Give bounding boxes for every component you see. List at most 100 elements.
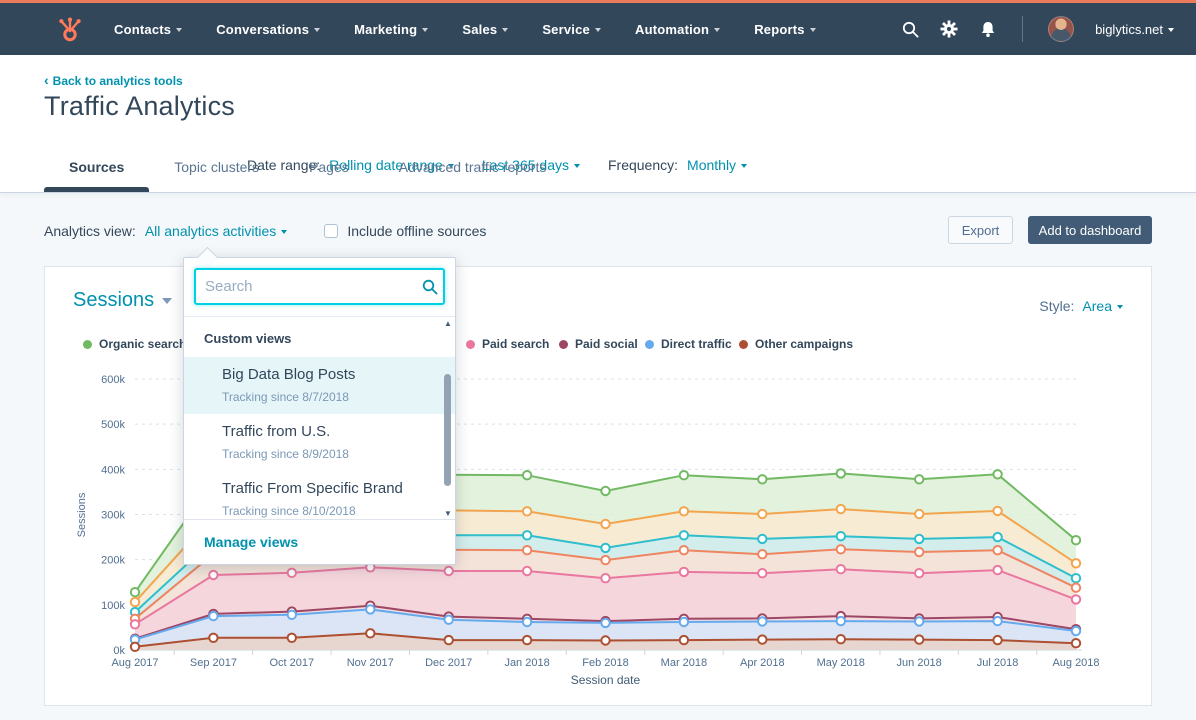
data-point[interactable] [523, 507, 531, 515]
data-point[interactable] [523, 567, 531, 575]
manage-views-link[interactable]: Manage views [204, 534, 298, 550]
view-search-input[interactable] [196, 278, 417, 295]
data-point[interactable] [758, 617, 766, 625]
add-to-dashboard-button[interactable]: Add to dashboard [1028, 216, 1152, 244]
view-item-big-data-blog-posts[interactable]: Big Data Blog Posts Tracking since 8/7/2… [184, 357, 455, 414]
export-button[interactable]: Export [948, 216, 1013, 244]
data-point[interactable] [680, 618, 688, 626]
tab-pages[interactable]: Pages [284, 159, 374, 192]
nav-item-conversations[interactable]: Conversations [216, 22, 320, 37]
tab-topic-clusters[interactable]: Topic clusters [149, 159, 284, 192]
data-point[interactable] [601, 574, 609, 582]
data-point[interactable] [993, 507, 1001, 515]
data-point[interactable] [601, 520, 609, 528]
data-point[interactable] [1072, 536, 1080, 544]
data-point[interactable] [993, 546, 1001, 554]
data-point[interactable] [915, 617, 923, 625]
data-point[interactable] [1072, 639, 1080, 647]
back-to-analytics-link[interactable]: ‹Back to analytics tools [44, 72, 183, 88]
data-point[interactable] [758, 569, 766, 577]
scroll-up-arrow[interactable]: ▲ [442, 319, 454, 329]
include-offline-sources-checkbox[interactable] [324, 224, 338, 238]
nav-item-service[interactable]: Service [542, 22, 601, 37]
tab-advanced-traffic-reports[interactable]: Advanced traffic reports [374, 159, 572, 192]
data-point[interactable] [601, 544, 609, 552]
notifications-bell-icon[interactable] [979, 20, 997, 38]
data-point[interactable] [680, 636, 688, 644]
data-point[interactable] [523, 618, 531, 626]
data-point[interactable] [993, 636, 1001, 644]
data-point[interactable] [1072, 595, 1080, 603]
data-point[interactable] [915, 475, 923, 483]
data-point[interactable] [131, 598, 139, 606]
nav-item-reports[interactable]: Reports [754, 22, 816, 37]
data-point[interactable] [758, 635, 766, 643]
data-point[interactable] [837, 617, 845, 625]
data-point[interactable] [209, 634, 217, 642]
data-point[interactable] [1072, 574, 1080, 582]
data-point[interactable] [601, 556, 609, 564]
search-icon[interactable] [901, 20, 919, 38]
data-point[interactable] [758, 535, 766, 543]
data-point[interactable] [601, 636, 609, 644]
hubspot-sprocket-logo-icon[interactable] [56, 16, 84, 44]
view-item-traffic-from-us[interactable]: Traffic from U.S. Tracking since 8/9/201… [184, 414, 455, 471]
data-point[interactable] [915, 548, 923, 556]
account-menu[interactable]: biglytics.net [1095, 22, 1174, 37]
data-point[interactable] [915, 535, 923, 543]
nav-item-marketing[interactable]: Marketing [354, 22, 428, 37]
scroll-down-arrow[interactable]: ▼ [442, 509, 454, 519]
data-point[interactable] [523, 471, 531, 479]
data-point[interactable] [680, 546, 688, 554]
data-point[interactable] [131, 643, 139, 651]
nav-item-automation[interactable]: Automation [635, 22, 720, 37]
view-item-traffic-from-specific-brand[interactable]: Traffic From Specific Brand Tracking sin… [184, 471, 455, 521]
data-point[interactable] [837, 635, 845, 643]
search-icon[interactable] [417, 279, 443, 295]
data-point[interactable] [288, 611, 296, 619]
data-point[interactable] [680, 531, 688, 539]
data-point[interactable] [758, 550, 766, 558]
data-point[interactable] [288, 569, 296, 577]
data-point[interactable] [758, 475, 766, 483]
data-point[interactable] [837, 565, 845, 573]
data-point[interactable] [445, 616, 453, 624]
frequency-select[interactable]: Monthly [687, 157, 747, 173]
data-point[interactable] [680, 471, 688, 479]
nav-item-contacts[interactable]: Contacts [114, 22, 182, 37]
data-point[interactable] [445, 567, 453, 575]
data-point[interactable] [993, 566, 1001, 574]
data-point[interactable] [837, 505, 845, 513]
data-point[interactable] [993, 617, 1001, 625]
data-point[interactable] [837, 532, 845, 540]
data-point[interactable] [993, 470, 1001, 478]
data-point[interactable] [837, 545, 845, 553]
data-point[interactable] [680, 507, 688, 515]
data-point[interactable] [758, 510, 766, 518]
data-point[interactable] [288, 634, 296, 642]
account-avatar[interactable] [1048, 16, 1074, 42]
data-point[interactable] [601, 619, 609, 627]
data-point[interactable] [680, 568, 688, 576]
data-point[interactable] [1072, 584, 1080, 592]
scrollbar-thumb[interactable] [444, 374, 451, 486]
settings-gear-icon[interactable] [940, 20, 958, 38]
data-point[interactable] [915, 569, 923, 577]
data-point[interactable] [601, 487, 609, 495]
data-point[interactable] [1072, 627, 1080, 635]
data-point[interactable] [209, 612, 217, 620]
data-point[interactable] [523, 636, 531, 644]
data-point[interactable] [523, 546, 531, 554]
data-point[interactable] [1072, 559, 1080, 567]
data-point[interactable] [445, 636, 453, 644]
analytics-view-select[interactable]: All analytics activities [145, 223, 288, 239]
tab-sources[interactable]: Sources [44, 159, 149, 192]
data-point[interactable] [915, 635, 923, 643]
data-point[interactable] [131, 588, 139, 596]
data-point[interactable] [993, 533, 1001, 541]
data-point[interactable] [523, 531, 531, 539]
data-point[interactable] [131, 620, 139, 628]
nav-item-sales[interactable]: Sales [462, 22, 508, 37]
data-point[interactable] [366, 605, 374, 613]
data-point[interactable] [366, 629, 374, 637]
